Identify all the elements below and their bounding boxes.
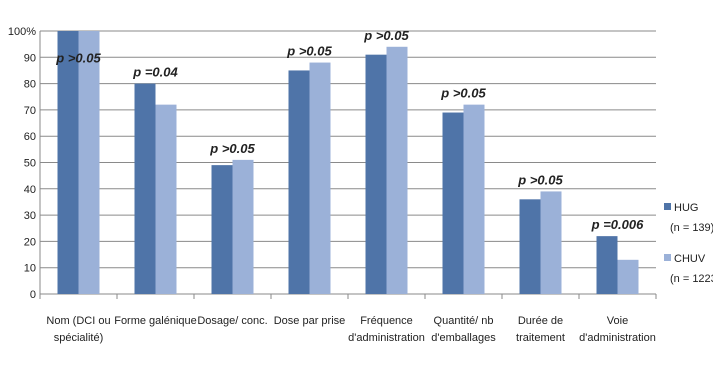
p-value-label: p >0.05 [363, 28, 409, 43]
p-value-label: p =0.04 [132, 65, 178, 80]
x-tick-label: Quantité/ nb [434, 315, 494, 327]
x-tick-label: Fréquence [360, 315, 413, 327]
x-tick-label: Dose par prise [274, 315, 346, 327]
bar-hug [365, 54, 387, 294]
x-tick-label: Nom (DCI ou [46, 315, 110, 327]
y-tick-label: 90 [24, 52, 36, 64]
bar-chuv [232, 159, 254, 294]
bar-chuv [386, 46, 408, 294]
x-tick-label: Voie [607, 315, 628, 327]
y-tick-label: 0 [30, 289, 36, 301]
legend-label-chuv: CHUV [674, 253, 706, 265]
x-tick-label: spécialité) [54, 332, 104, 344]
p-value-label: p >0.05 [286, 44, 332, 59]
bar-chuv [78, 31, 100, 294]
x-tick-label: d'administration [579, 332, 656, 344]
bar-hug [288, 70, 310, 294]
y-tick-label: 20 [24, 236, 36, 248]
bar-hug [519, 199, 541, 294]
bar-chuv [617, 259, 639, 294]
x-tick-label: traitement [516, 332, 565, 344]
bar-chuv [309, 62, 331, 295]
y-tick-label: 50 [24, 158, 36, 170]
x-tick-label: Dosage/ conc. [197, 315, 267, 327]
y-tick-label: 40 [24, 184, 36, 196]
bar-chuv [463, 104, 485, 294]
legend-swatch-chuv [664, 254, 671, 261]
y-tick-label: 100% [8, 26, 36, 38]
p-value-label: p =0.006 [591, 217, 644, 232]
y-tick-label: 80 [24, 79, 36, 91]
y-tick-label: 10 [24, 263, 36, 275]
x-tick-label: Durée de [518, 315, 563, 327]
legend-swatch-hug [664, 203, 671, 210]
p-value-label: p >0.05 [55, 50, 101, 65]
p-value-label: p >0.05 [440, 86, 486, 101]
bar-chuv [540, 191, 562, 294]
bar-hug [134, 83, 156, 294]
bar-hug [211, 165, 233, 294]
bar-hug [596, 236, 618, 294]
y-tick-label: 70 [24, 105, 36, 117]
y-tick-label: 60 [24, 131, 36, 143]
legend-note-chuv: (n = 1223) [670, 273, 713, 285]
legend-note-hug: (n = 139) [670, 222, 713, 234]
x-tick-label: Forme galénique [114, 315, 197, 327]
bar-hug [442, 112, 464, 294]
x-tick-label: d'administration [348, 332, 425, 344]
p-value-label: p >0.05 [209, 141, 255, 156]
x-tick-label: d'emballages [431, 332, 496, 344]
y-tick-label: 30 [24, 210, 36, 222]
bar-chuv [155, 104, 177, 294]
legend-label-hug: HUG [674, 202, 698, 214]
bar-hug [57, 31, 79, 294]
p-value-label: p >0.05 [517, 172, 563, 187]
